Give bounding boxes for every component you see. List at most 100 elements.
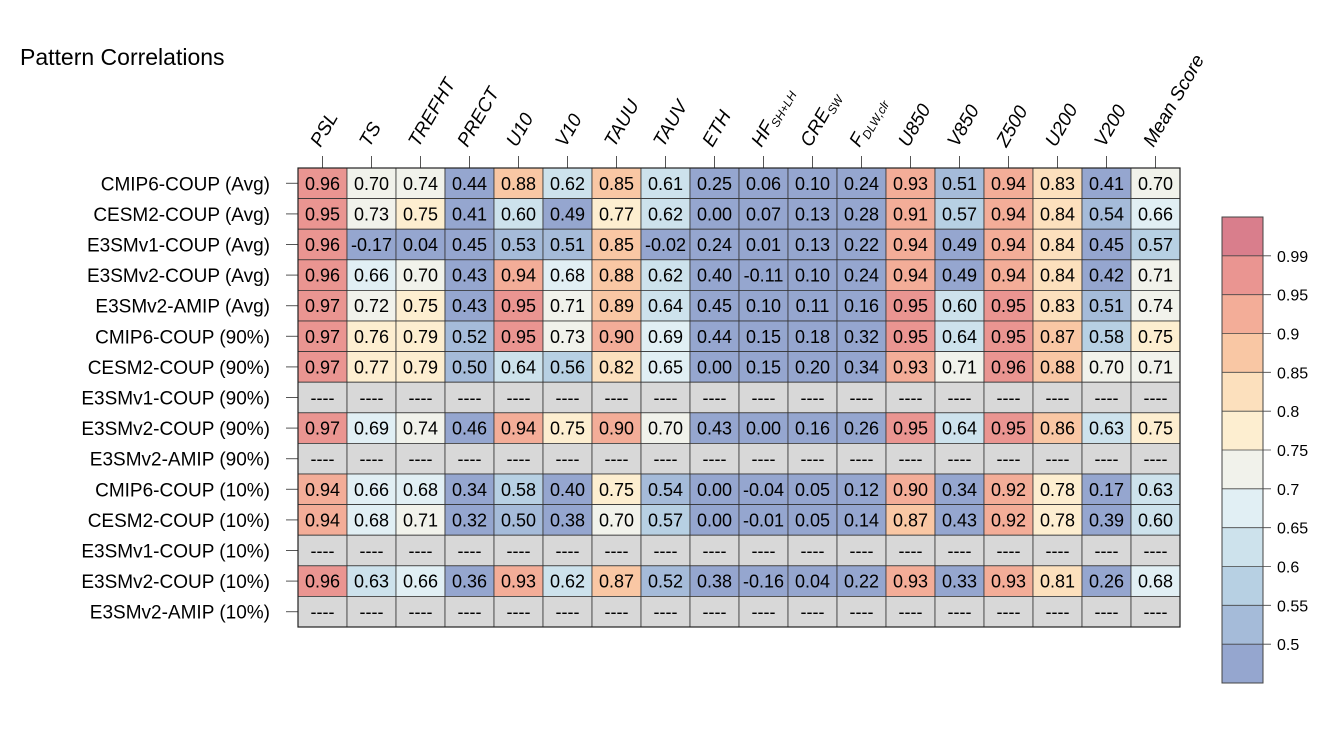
heatmap-cell	[836, 198, 887, 230]
cell-value: 0.26	[1089, 572, 1124, 592]
heatmap-cell	[444, 289, 495, 322]
heatmap-cell	[885, 412, 936, 444]
column-label: U200	[1042, 100, 1083, 150]
cell-value: 0.71	[403, 510, 438, 530]
heatmap-cell	[738, 596, 789, 628]
cell-value: ----	[1046, 602, 1070, 622]
cell-value: 0.57	[648, 510, 683, 530]
cell-value: 0.69	[648, 327, 683, 347]
heatmap-cell	[542, 198, 593, 230]
heatmap-cell	[297, 381, 348, 414]
colorbar-tick-label: 0.95	[1277, 288, 1308, 305]
cell-value: 0.95	[991, 296, 1026, 316]
heatmap-cell	[297, 289, 348, 322]
cell-value: ----	[703, 449, 727, 469]
heatmap-cell	[591, 289, 642, 322]
cell-value: ----	[899, 541, 923, 561]
cell-value: ----	[1095, 449, 1119, 469]
heatmap-cell	[934, 412, 985, 444]
cell-value: ----	[654, 602, 678, 622]
heatmap-cell	[689, 412, 740, 444]
cell-value: 0.24	[844, 174, 879, 194]
cell-value: 0.82	[599, 357, 634, 377]
cell-value: 0.38	[697, 572, 732, 592]
heatmap-cell	[934, 534, 985, 567]
cell-value: 0.64	[942, 327, 977, 347]
column-label: PSL	[307, 109, 343, 151]
cell-value: 0.44	[452, 174, 487, 194]
column-label: TS	[356, 119, 386, 151]
heatmap-cell	[640, 259, 691, 291]
heatmap-cell	[297, 534, 348, 567]
heatmap-cell	[395, 381, 446, 414]
cell-value: 0.83	[1040, 296, 1075, 316]
heatmap-cell	[542, 320, 593, 353]
cell-value: 0.70	[648, 419, 683, 439]
heatmap-cell	[297, 351, 348, 383]
heatmap-grid: 0.96 0.70 0.74 0.44 0.88 0.62 0.85 0.61 0.25 0.06…	[297, 167, 1181, 628]
cell-value: ----	[1095, 388, 1119, 408]
cell-value: ----	[311, 449, 335, 469]
heatmap-cell	[542, 381, 593, 414]
cell-value: 0.71	[942, 357, 977, 377]
cell-value: 0.57	[1138, 235, 1173, 255]
cell-value: 0.45	[452, 235, 487, 255]
cell-value: 0.00	[697, 357, 732, 377]
cell-value: -0.02	[645, 235, 686, 255]
heatmap-cell	[738, 412, 789, 444]
cell-value: ----	[360, 602, 384, 622]
heatmap-cell	[1081, 259, 1132, 291]
cell-value: 0.72	[354, 296, 389, 316]
cell-value: ----	[899, 388, 923, 408]
cell-value: 0.16	[795, 419, 830, 439]
heatmap-cell	[1130, 198, 1181, 230]
cell-value: 0.94	[991, 235, 1026, 255]
cell-value: 0.93	[501, 572, 536, 592]
cell-value: ----	[507, 541, 531, 561]
row-label: CESM2-COUP (Avg)	[93, 205, 270, 226]
cell-value: 0.00	[697, 204, 732, 224]
cell-value: 0.18	[795, 327, 830, 347]
cell-value: 0.26	[844, 419, 879, 439]
row-label: CESM2-COUP (10%)	[88, 511, 270, 532]
cell-value: 0.97	[305, 419, 340, 439]
heatmap-cell	[591, 565, 642, 597]
cell-value: 0.50	[452, 357, 487, 377]
row-label: E3SMv2-AMIP (90%)	[90, 450, 270, 471]
cell-value: 0.96	[305, 266, 340, 286]
heatmap-cell	[885, 198, 936, 230]
cell-value: 0.70	[403, 266, 438, 286]
cell-value: 0.64	[501, 357, 536, 377]
heatmap-cell	[297, 320, 348, 353]
cell-value: 0.95	[893, 327, 928, 347]
heatmap-cell	[934, 381, 985, 414]
cell-value: 0.93	[991, 572, 1026, 592]
cell-value: ----	[948, 388, 972, 408]
cell-value: 0.95	[501, 327, 536, 347]
cell-value: 0.62	[550, 572, 585, 592]
heatmap-cell	[640, 596, 691, 628]
heatmap-cell	[493, 381, 544, 414]
cell-value: 0.71	[550, 296, 585, 316]
cell-value: 0.70	[1138, 174, 1173, 194]
cell-value: 0.66	[403, 572, 438, 592]
cell-value: 0.22	[844, 235, 879, 255]
heatmap-cell	[591, 442, 642, 475]
heatmap-cell	[885, 534, 936, 567]
cell-value: 0.62	[550, 174, 585, 194]
cell-value: 0.61	[648, 174, 683, 194]
heatmap-cell	[493, 320, 544, 353]
heatmap-cell	[885, 442, 936, 475]
cell-value: 0.06	[746, 174, 781, 194]
cell-value: 0.34	[844, 357, 879, 377]
cell-value: ----	[997, 602, 1021, 622]
cell-value: 0.63	[354, 572, 389, 592]
heatmap-cell	[1130, 351, 1181, 383]
heatmap-cell	[640, 167, 691, 200]
cell-value: 0.46	[452, 419, 487, 439]
cell-value: ----	[997, 388, 1021, 408]
cell-value: 0.88	[501, 174, 536, 194]
colorbar-segment	[1222, 333, 1263, 373]
column-label: FDLW,clr	[846, 93, 893, 152]
cell-value: 0.96	[305, 572, 340, 592]
